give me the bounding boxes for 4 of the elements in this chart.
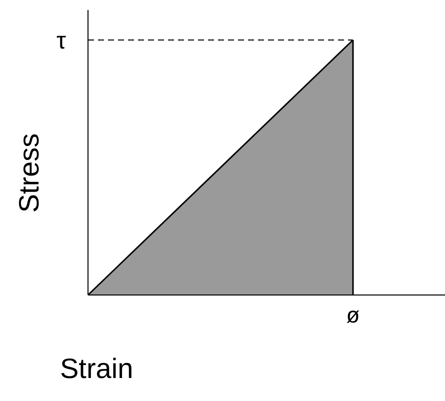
text: τ bbox=[56, 28, 67, 55]
x-axis-title: Strain bbox=[60, 353, 134, 385]
y-axis-title: Stress bbox=[14, 133, 46, 213]
text: ø bbox=[346, 302, 360, 328]
